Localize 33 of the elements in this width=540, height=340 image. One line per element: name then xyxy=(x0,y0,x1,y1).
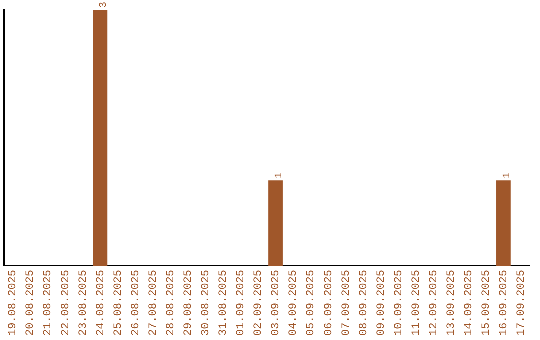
x-tick-label: 28.08.2025 xyxy=(165,270,178,336)
x-tick-label: 12.09.2025 xyxy=(428,270,440,336)
x-tick-label: 02.09.2025 xyxy=(253,270,266,336)
data-label: 1 xyxy=(274,172,286,179)
x-tick-label: 11.09.2025 xyxy=(410,270,423,336)
x-tick-label: 03.09.2025 xyxy=(270,270,283,336)
x-tick-label: 13.09.2025 xyxy=(446,270,458,336)
x-tick-label: 17.09.2025 xyxy=(516,270,528,336)
data-label: 1 xyxy=(502,172,514,179)
x-tick-label: 10.09.2025 xyxy=(393,270,406,336)
x-tick-label: 14.09.2025 xyxy=(464,270,476,336)
x-tick-label: 31.08.2025 xyxy=(218,270,230,336)
x-tick-label: 04.09.2025 xyxy=(288,270,300,336)
x-tick-label: 01.09.2025 xyxy=(236,270,248,336)
x-tick-label: 07.09.2025 xyxy=(340,270,353,336)
x-tick-label: 22.08.2025 xyxy=(60,270,72,336)
x-tick-label: 06.09.2025 xyxy=(323,270,336,336)
x-tick-label: 21.08.2025 xyxy=(42,270,55,336)
x-tick-label: 23.08.2025 xyxy=(78,270,90,336)
x-tick-label: 26.08.2025 xyxy=(130,270,142,336)
x-tick-label: 16.09.2025 xyxy=(498,270,511,336)
x-tick-label: 30.08.2025 xyxy=(200,270,213,336)
x-tick-label: 05.09.2025 xyxy=(306,270,318,336)
x-tick-label: 20.08.2025 xyxy=(25,270,38,336)
x-tick-label: 08.09.2025 xyxy=(358,270,370,336)
x-tick-label: 29.08.2025 xyxy=(183,270,196,336)
data-label: 3 xyxy=(99,2,110,8)
x-tick-label: 19.08.2025 xyxy=(8,270,20,336)
x-tick-label: 15.09.2025 xyxy=(481,270,494,336)
x-tick-label: 24.08.2025 xyxy=(95,270,108,336)
x-tick-label: 27.08.2025 xyxy=(148,270,160,336)
x-tick-label: 09.09.2025 xyxy=(376,270,388,336)
x-tick-label: 25.08.2025 xyxy=(112,270,125,336)
